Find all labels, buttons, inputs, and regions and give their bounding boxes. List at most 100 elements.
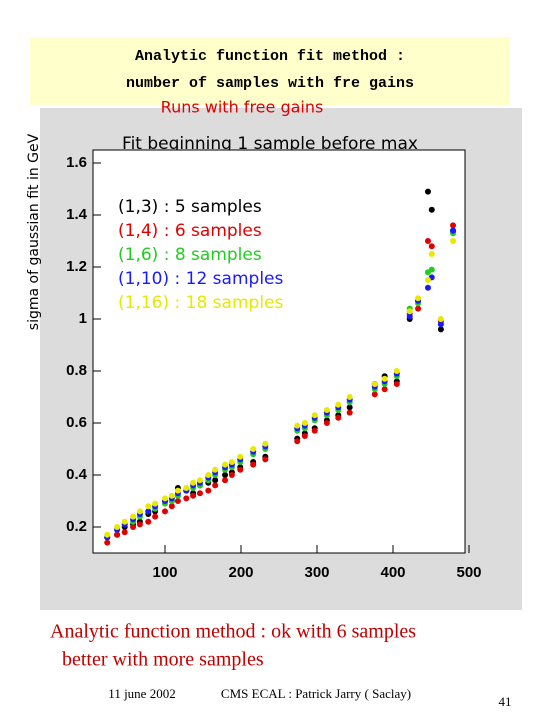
y-tick-label: 1	[79, 310, 87, 327]
data-point	[222, 472, 229, 478]
data-point	[190, 492, 197, 499]
data-point	[406, 313, 413, 320]
data-point	[323, 407, 330, 413]
y-axis-label: sigma of gaussian fit in GeV	[26, 133, 42, 330]
data-point	[346, 409, 353, 416]
y-tick-label: 0.6	[66, 414, 87, 431]
data-point	[424, 188, 431, 195]
x-tick-label: 400	[380, 564, 405, 581]
footer-date: 11 june 2002	[108, 686, 175, 701]
y-tick-label: 0.2	[66, 518, 87, 535]
data-point	[301, 420, 308, 426]
data-point	[371, 391, 378, 398]
data-point	[346, 394, 353, 400]
data-point	[228, 472, 235, 478]
data-point	[311, 427, 318, 434]
data-point	[335, 401, 342, 408]
data-point	[424, 277, 431, 283]
data-point	[237, 466, 244, 473]
data-point	[335, 414, 342, 421]
data-point	[174, 498, 181, 504]
x-tick-label: 500	[456, 564, 481, 581]
chart-title: Analytic function fit method :	[135, 48, 405, 65]
data-point	[294, 422, 301, 429]
data-point	[152, 513, 159, 520]
x-tick-label: 100	[152, 564, 177, 581]
caption: Analytic function method : ok with 6 sam…	[50, 621, 416, 643]
data-point	[104, 539, 111, 546]
y-tick-label: 0.8	[66, 362, 87, 379]
data-point	[168, 492, 175, 499]
data-point	[393, 368, 400, 374]
data-point	[130, 513, 137, 520]
data-point	[428, 266, 435, 273]
data-point	[130, 524, 137, 530]
x-tick-label: 300	[304, 564, 329, 581]
data-point	[262, 456, 269, 463]
data-point	[190, 479, 197, 486]
legend-entry: (1,3) : 5 samples	[118, 197, 262, 217]
y-tick-label: 1.6	[66, 154, 87, 171]
legend-entry: (1,16) : 18 samples	[118, 293, 283, 313]
data-point	[415, 305, 422, 312]
data-point	[437, 321, 444, 328]
data-point	[450, 238, 457, 244]
footer-author: CMS ECAL : Patrick Jarry ( Saclay)	[221, 686, 411, 701]
data-point	[323, 420, 330, 426]
data-point	[162, 508, 168, 515]
y-tick-label: 1.2	[66, 258, 87, 275]
data-point	[114, 531, 121, 538]
data-point	[228, 459, 235, 465]
data-point	[346, 404, 353, 411]
data-point	[114, 524, 121, 530]
data-point	[205, 472, 212, 478]
legend-entry: (1,4) : 6 samples	[118, 221, 262, 241]
data-point	[145, 503, 152, 510]
annotation: Runs with free gains	[161, 98, 324, 117]
data-point	[162, 495, 168, 502]
data-point	[450, 227, 457, 234]
y-tick-label: 1.4	[66, 206, 88, 223]
data-point	[381, 386, 388, 393]
data-point	[152, 500, 159, 507]
data-point	[371, 381, 378, 387]
data-point	[212, 466, 219, 473]
data-point	[183, 495, 190, 502]
data-point	[311, 412, 318, 419]
data-point	[415, 295, 422, 302]
data-point	[428, 243, 435, 250]
title-box	[30, 37, 510, 105]
data-point	[145, 518, 152, 525]
data-point	[237, 453, 244, 460]
page-number: 41	[499, 694, 512, 709]
data-point	[196, 477, 203, 484]
plot-area	[92, 149, 466, 554]
data-point	[183, 485, 190, 491]
data-point	[393, 381, 400, 387]
data-point	[437, 326, 444, 333]
data-point	[262, 440, 269, 447]
data-point	[212, 482, 219, 489]
data-point	[168, 503, 175, 510]
data-point	[294, 438, 301, 445]
data-point	[381, 375, 388, 382]
chart-subtitle: number of samples with fre gains	[126, 75, 414, 92]
data-point	[424, 238, 431, 244]
data-point	[121, 518, 128, 525]
data-point	[406, 308, 413, 315]
data-point	[437, 316, 444, 322]
legend-entry: (1,10) : 12 samples	[118, 269, 283, 289]
x-tick-label: 200	[228, 564, 253, 581]
data-point	[222, 461, 229, 468]
data-point	[196, 490, 203, 497]
data-point	[136, 508, 143, 515]
data-point	[424, 284, 431, 291]
data-point	[301, 433, 308, 439]
data-point	[428, 206, 435, 213]
legend-entry: (1,6) : 8 samples	[118, 245, 262, 265]
data-point	[428, 251, 435, 257]
data-point	[450, 222, 457, 229]
data-point	[136, 521, 143, 528]
data-point	[250, 461, 257, 468]
